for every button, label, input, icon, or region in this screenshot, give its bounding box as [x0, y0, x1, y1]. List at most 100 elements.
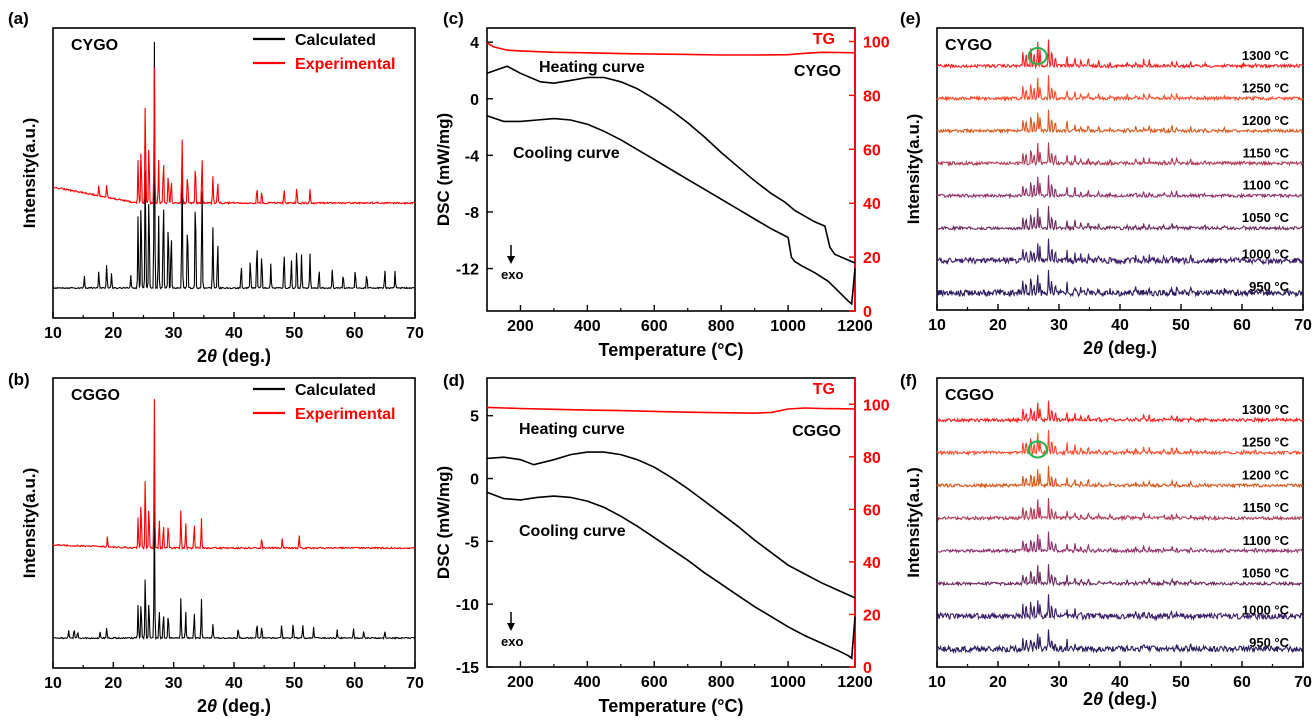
panel-e-series-label: 1150 °C: [1243, 145, 1290, 160]
panel-f-x-tick-label: 50: [1172, 674, 1190, 691]
panel-d-y-right-tick-label: 0: [863, 660, 872, 677]
panel-a-y-axis-label: Intensity(a.u.): [20, 118, 39, 229]
panel-f-series-label: 1200 °C: [1242, 467, 1290, 482]
panel-f-series-1000-degC: [936, 594, 1304, 622]
panel-c-series-tg: [486, 42, 856, 56]
panel-c-x-axis-label: Temperature (°C): [599, 340, 744, 360]
panel-f-x-tick-label: 70: [1294, 674, 1312, 691]
panel-a-x-tick-label: 50: [285, 325, 303, 342]
panel-e-series-label: 1000 °C: [1242, 247, 1290, 262]
panel-c-x-tick-label: 1200: [837, 318, 873, 335]
panel-c-x-tick-label: 800: [708, 318, 735, 335]
panel-b-y-axis-label: Intensity(a.u.): [20, 468, 39, 579]
panel-e-highlight-circle: [1027, 47, 1048, 65]
panel-d-series-tg: [486, 406, 856, 415]
panel-f-x-tick-label: 60: [1233, 674, 1251, 691]
panel-f-x-axis-label: 2θ (deg.): [1083, 689, 1157, 709]
panel-d-x-tick-label: 800: [708, 674, 735, 691]
panel-e-series-label: 1300 °C: [1242, 48, 1290, 63]
panel-f-series-label: 1150 °C: [1243, 500, 1290, 515]
panel-c-annotation-cooling: Cooling curve: [513, 145, 620, 162]
panel-d-y-right-tick-label: 80: [863, 450, 881, 467]
panel-c-x-tick-label: 200: [507, 318, 534, 335]
panel-a-x-tick-label: 30: [165, 325, 183, 342]
panel-c-x-axis: 200 400 600 800 1000 1200: [507, 305, 873, 335]
panel-letter-b: (b): [8, 370, 30, 389]
panel-e-series-label: 1250 °C: [1242, 80, 1290, 95]
panel-a-x-tick-label: 70: [406, 325, 424, 342]
panel-b-x-tick-label: 10: [44, 675, 62, 692]
panel-a-x-axis-label: 2θ (deg.): [197, 346, 271, 366]
panel-e-series-label: 1100 °C: [1243, 178, 1290, 193]
panel-e-x-tick-label: 10: [928, 317, 946, 334]
panel-c-x-tick-label: 1000: [770, 318, 806, 335]
panel-c-x-tick-label: 400: [574, 318, 601, 335]
panel-e-sample-label: CYGO: [945, 37, 992, 54]
panel-b-legend-experimental-label: Experimental: [295, 406, 395, 423]
panel-e-x-axis-label: 2θ (deg.): [1083, 338, 1157, 358]
panel-c-y-tick-label: 0: [470, 92, 479, 109]
panel-f-x-axis: 10 20 30 40 50 60 70: [928, 661, 1312, 691]
panel-f-x-tick-label: 20: [989, 674, 1007, 691]
panel-d-y-right-tick-label: 40: [863, 555, 881, 572]
panel-c-sample-label: CYGO: [794, 63, 841, 80]
panel-f-series-1050-degC: [936, 564, 1304, 587]
panel-f-series-label: 1050 °C: [1242, 566, 1290, 581]
panel-e-frame: [936, 27, 1304, 311]
panel-b-x-tick-label: 20: [104, 675, 122, 692]
panel-b-sample-label: CGGO: [71, 387, 120, 404]
panel-d-y-tick-label: 5: [470, 409, 479, 426]
panel-f-frame: [936, 377, 1304, 668]
panel-a-x-tick-label: 60: [346, 325, 364, 342]
panel-e-series-1200-degC: [936, 109, 1304, 135]
panel-d-y-right-tick-label: 20: [863, 607, 881, 624]
panel-e-series-1300-degC: [936, 39, 1304, 70]
panel-c-y-right-tick-label: 100: [863, 34, 890, 51]
panel-e-series-1100-degC: [936, 175, 1304, 200]
panel-d-x-tick-label: 400: [574, 674, 601, 691]
panel-c-exo-arrowhead: [507, 256, 515, 264]
panel-d-x-tick-label: 600: [641, 674, 668, 691]
panel-f-series-950-degC: [936, 629, 1304, 655]
panel-e-series-1000-degC: [936, 238, 1304, 266]
panel-e-x-tick-label: 60: [1233, 317, 1251, 334]
panel-c-y-right-tick-label: 40: [863, 196, 881, 213]
panel-f-series-label: 1250 °C: [1242, 435, 1290, 450]
panel-d-x-tick-label: 1200: [837, 674, 873, 691]
panel-d-y-right-tick-label: 60: [863, 502, 881, 519]
panel-d-x-axis: 200 400 600 800 1000 1200: [507, 661, 873, 691]
panel-e-series-1050-degC: [936, 205, 1304, 232]
panel-b-legend-calculated-label: Calculated: [295, 382, 376, 399]
panel-f-y-axis-label: Intensity(a.u.): [904, 467, 923, 578]
panel-c-series-heating-curve: [486, 65, 856, 264]
panel-f-series-1200-degC: [936, 465, 1304, 489]
panel-b-series-experimental: [52, 398, 416, 551]
panel-e-series-950-degC: [936, 269, 1304, 298]
panel-f-x-tick-label: 10: [928, 674, 946, 691]
panel-c-y-tick-label: -8: [465, 205, 479, 222]
panel-a-sample-label: CYGO: [71, 37, 118, 54]
panel-b-x-tick-label: 40: [225, 675, 243, 692]
panel-e-x-tick-label: 40: [1111, 317, 1129, 334]
panel-d-y-right-tick-label: 100: [863, 397, 890, 414]
panel-e-x-tick-label: 70: [1294, 317, 1312, 334]
panel-c-y-tick-label: -4: [465, 148, 479, 165]
panel-f-series-1100-degC: [936, 531, 1304, 554]
panel-d-annotation-tg: TG: [813, 381, 835, 398]
panel-e-x-axis: 10 20 30 40 50 60 70: [928, 304, 1312, 334]
panel-letter-c: (c): [443, 9, 464, 28]
panel-f-series-label: 950 °C: [1249, 635, 1290, 650]
panel-a-legend-calculated-label: Calculated: [295, 32, 376, 49]
panel-d-annotation-cooling: Cooling curve: [519, 523, 626, 540]
panel-e-series-label: 950 °C: [1249, 279, 1290, 294]
panel-b-x-tick-label: 70: [406, 675, 424, 692]
panel-e-x-tick-label: 30: [1050, 317, 1068, 334]
panel-c-y-axis-label: DSC (mW/mg): [434, 113, 453, 226]
panel-c-y-right-tick-label: 0: [863, 304, 872, 321]
panel-c-annotation-exo: exo: [501, 267, 523, 282]
panel-f-series-label: 1300 °C: [1242, 402, 1290, 417]
panel-b-legend-calculated: Calculated: [253, 382, 376, 399]
panel-letter-e: (e): [900, 9, 921, 28]
panel-d-annotation-exo: exo: [501, 634, 523, 649]
panel-e-series-label: 1200 °C: [1242, 113, 1290, 128]
